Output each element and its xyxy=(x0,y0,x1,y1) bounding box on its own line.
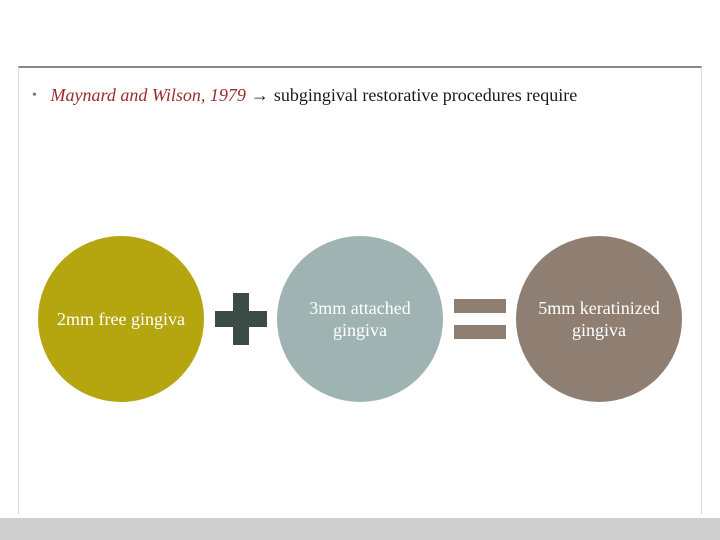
term-label: 2mm free gingiva xyxy=(57,308,185,331)
term-label: 5mm keratinized gingiva xyxy=(526,297,672,342)
operator-plus xyxy=(211,289,271,349)
equals-bar-bottom xyxy=(454,325,506,339)
equals-bar-top xyxy=(454,299,506,313)
equation-row: 2mm free gingiva 3mm attached gingiva 5m… xyxy=(38,228,682,410)
bullet-line: • Maynard and Wilson, 1979 → subgingival… xyxy=(32,84,692,107)
operator-equals xyxy=(450,289,510,349)
term-label: 3mm attached gingiva xyxy=(287,297,433,342)
plus-icon xyxy=(215,293,267,345)
equals-icon xyxy=(454,299,506,339)
term-circle-free-gingiva: 2mm free gingiva xyxy=(38,236,204,402)
citation-text: Maynard and Wilson, 1979 xyxy=(51,85,246,105)
slide: • Maynard and Wilson, 1979 → subgingival… xyxy=(0,0,720,540)
term-circle-keratinized-gingiva: 5mm keratinized gingiva xyxy=(516,236,682,402)
bullet-marker: • xyxy=(32,87,46,105)
arrow-glyph: → xyxy=(246,85,274,105)
bullet-text: Maynard and Wilson, 1979 → subgingival r… xyxy=(51,85,578,105)
term-circle-attached-gingiva: 3mm attached gingiva xyxy=(277,236,443,402)
footer-bar xyxy=(0,518,720,540)
bullet-rest: subgingival restorative procedures requi… xyxy=(274,85,577,105)
